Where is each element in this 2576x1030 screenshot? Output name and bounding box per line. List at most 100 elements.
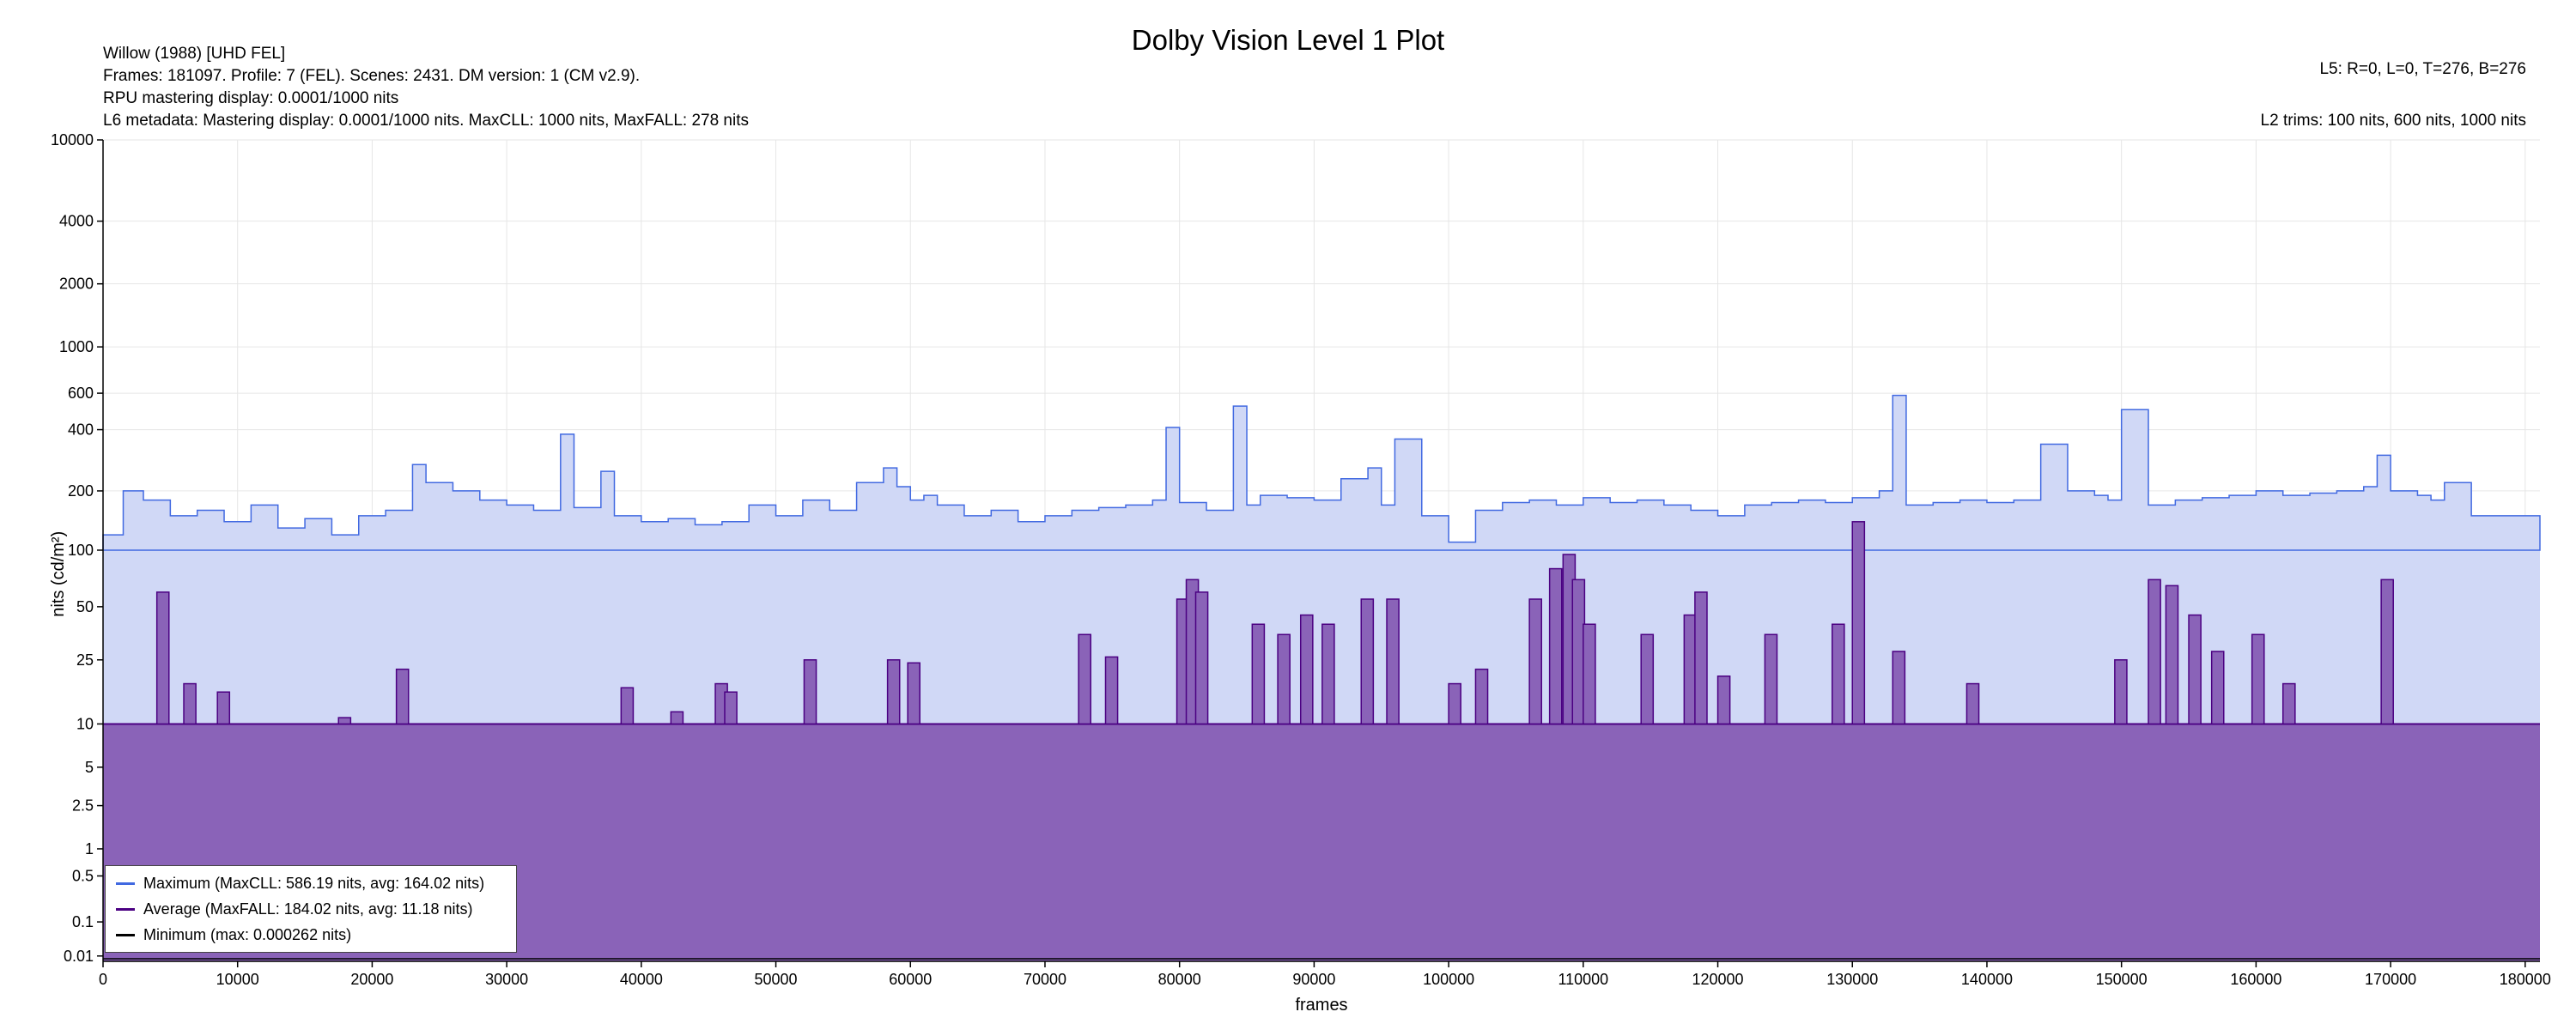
x-tick-label: 0 (99, 971, 107, 988)
x-tick-label: 50000 (755, 971, 798, 988)
labels-layer: 0 10000 20000 30000 40000 50000 60000 70000 8000… (49, 131, 2551, 1015)
average-spike (1640, 633, 1655, 725)
average-spike (1851, 521, 1866, 725)
y-tick-label: 0.1 (72, 913, 94, 930)
x-tick-label: 80000 (1158, 971, 1201, 988)
average-spike (395, 668, 410, 725)
legend-item-average: Average (MaxFALL: 184.02 nits, avg: 11.1… (116, 897, 473, 921)
average-spike (337, 717, 352, 725)
y-tick-label: 2000 (59, 276, 94, 293)
info-line-frames: Frames: 181097. Profile: 7 (FEL). Scenes… (103, 67, 641, 85)
y-tick-label: 600 (68, 385, 94, 402)
average-spike (155, 591, 170, 725)
average-spike (1078, 633, 1092, 725)
average-spike (1716, 676, 1731, 725)
x-tick-label: 170000 (2365, 971, 2416, 988)
x-tick-label: 20000 (350, 971, 393, 988)
maximum-series-area (102, 394, 2541, 551)
average-spike (1321, 623, 1335, 725)
average-spike (183, 682, 197, 725)
average-spike (1360, 598, 1375, 725)
x-tick-label: 130000 (1826, 971, 1878, 988)
average-spike (1104, 656, 1119, 725)
average-spike (2281, 682, 2296, 725)
info-line-l6: L6 metadata: Mastering display: 0.0001/1… (103, 112, 749, 130)
legend-swatch-minimum (116, 933, 135, 936)
average-spike (1892, 651, 1906, 725)
x-tick-label: 60000 (889, 971, 932, 988)
x-axis-title: frames (1295, 996, 1347, 1015)
average-spike (1548, 567, 1563, 725)
average-spike (1694, 591, 1708, 725)
x-tick-label: 100000 (1423, 971, 1474, 988)
average-spike (2210, 651, 2225, 725)
legend-label-maximum: Maximum (MaxCLL: 586.19 nits, avg: 164.0… (143, 874, 485, 892)
average-spike (724, 691, 738, 725)
legend-swatch-maximum (116, 882, 135, 885)
average-spike (1194, 591, 1209, 725)
axes-layer (97, 139, 2540, 967)
y-tick-label: 1000 (59, 338, 94, 355)
legend-item-maximum: Maximum (MaxCLL: 586.19 nits, avg: 164.0… (116, 871, 484, 895)
average-spike (2148, 579, 2161, 725)
x-tick-label: 90000 (1292, 971, 1335, 988)
x-tick-label: 40000 (620, 971, 663, 988)
y-tick-label: 0.01 (64, 948, 94, 965)
legend-label-average: Average (MaxFALL: 184.02 nits, avg: 11.1… (143, 900, 473, 918)
x-tick-label: 120000 (1692, 971, 1744, 988)
average-spike (1831, 623, 1845, 725)
average-spike (886, 659, 901, 725)
average-spike (2251, 633, 2265, 725)
average-spike (2380, 579, 2394, 725)
average-spike (1386, 598, 1400, 725)
y-tick-label: 1 (85, 840, 94, 857)
legend-swatch-average (116, 907, 135, 911)
info-line-rpu: RPU mastering display: 0.0001/1000 nits (103, 89, 399, 107)
y-tick-label: 0.5 (72, 868, 94, 885)
y-tick-label: 10000 (51, 131, 94, 148)
x-tick-label: 140000 (1961, 971, 2013, 988)
x-tick-label: 10000 (216, 971, 259, 988)
l5-info: L5: R=0, L=0, T=276, B=276 (2319, 60, 2526, 78)
x-tick-label: 70000 (1024, 971, 1066, 988)
y-tick-label: 200 (68, 482, 94, 500)
average-spike (2114, 659, 2128, 725)
average-spike (1299, 614, 1314, 725)
y-tick-label: 100 (68, 542, 94, 559)
average-spike (1277, 633, 1291, 725)
legend-item-minimum: Minimum (max: 0.000262 nits) (116, 923, 351, 947)
y-tick-label: 400 (68, 421, 94, 439)
x-tick-label: 150000 (2096, 971, 2148, 988)
average-spike (2165, 585, 2179, 725)
maximum-base-fill (103, 549, 2540, 724)
y-tick-label: 2.5 (72, 797, 94, 815)
y-tick-label: 50 (76, 598, 94, 615)
x-tick-label: 160000 (2230, 971, 2281, 988)
l2-info: L2 trims: 100 nits, 600 nits, 1000 nits (2260, 112, 2526, 130)
average-spike (1448, 682, 1461, 725)
average-spike (1474, 668, 1489, 725)
y-tick-label: 5 (85, 759, 94, 776)
x-tick-label: 180000 (2500, 971, 2551, 988)
y-tick-label: 4000 (59, 213, 94, 230)
y-axis-title: nits (cd/m²) (49, 531, 68, 617)
average-spike (1251, 623, 1266, 725)
x-tick-label: 30000 (485, 971, 528, 988)
average-spike (1583, 623, 1596, 725)
average-spike (803, 659, 817, 725)
chart-title: Dolby Vision Level 1 Plot (1131, 24, 1445, 56)
average-spike (670, 711, 684, 725)
series-layer (102, 394, 2541, 961)
average-spike (1528, 598, 1542, 725)
average-spike (216, 691, 231, 725)
average-spike (620, 687, 635, 725)
average-spike (1764, 633, 1778, 725)
legend: Maximum (MaxCLL: 586.19 nits, avg: 164.0… (105, 865, 517, 953)
legend-label-minimum: Minimum (max: 0.000262 nits) (143, 925, 352, 943)
y-tick-label: 25 (76, 651, 94, 669)
x-tick-label: 110000 (1558, 971, 1608, 988)
y-tick-label: 10 (76, 715, 94, 732)
average-spike (1965, 682, 1980, 725)
info-line-title: Willow (1988) [UHD FEL] (103, 45, 286, 63)
